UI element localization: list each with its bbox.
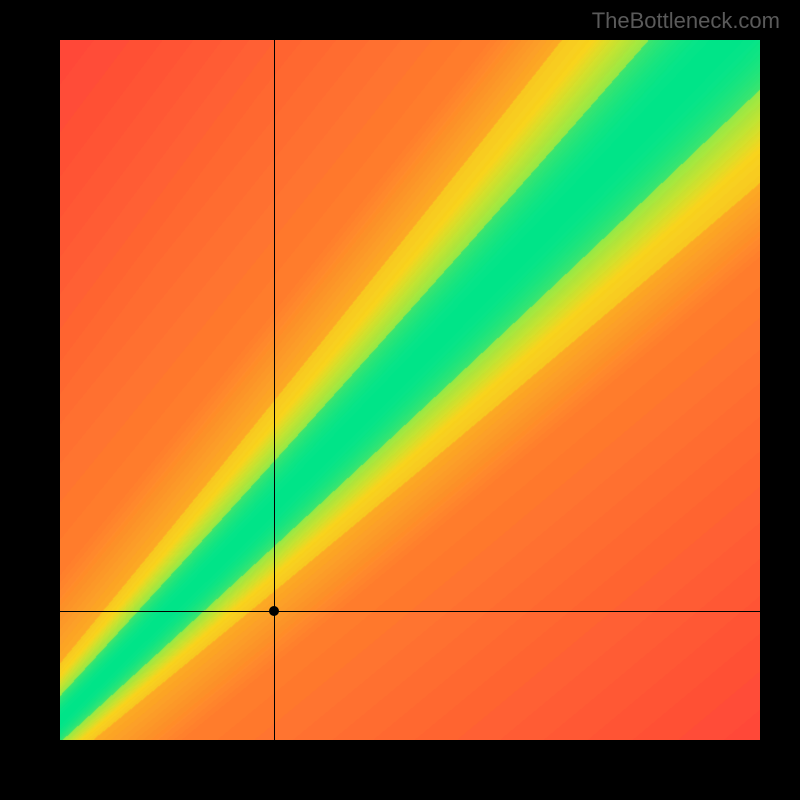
- crosshair-marker: [269, 606, 279, 616]
- heatmap-plot: [60, 40, 760, 740]
- heatmap-canvas: [60, 40, 760, 740]
- crosshair-vertical: [274, 40, 275, 740]
- watermark-text: TheBottleneck.com: [592, 8, 780, 34]
- crosshair-horizontal: [60, 611, 760, 612]
